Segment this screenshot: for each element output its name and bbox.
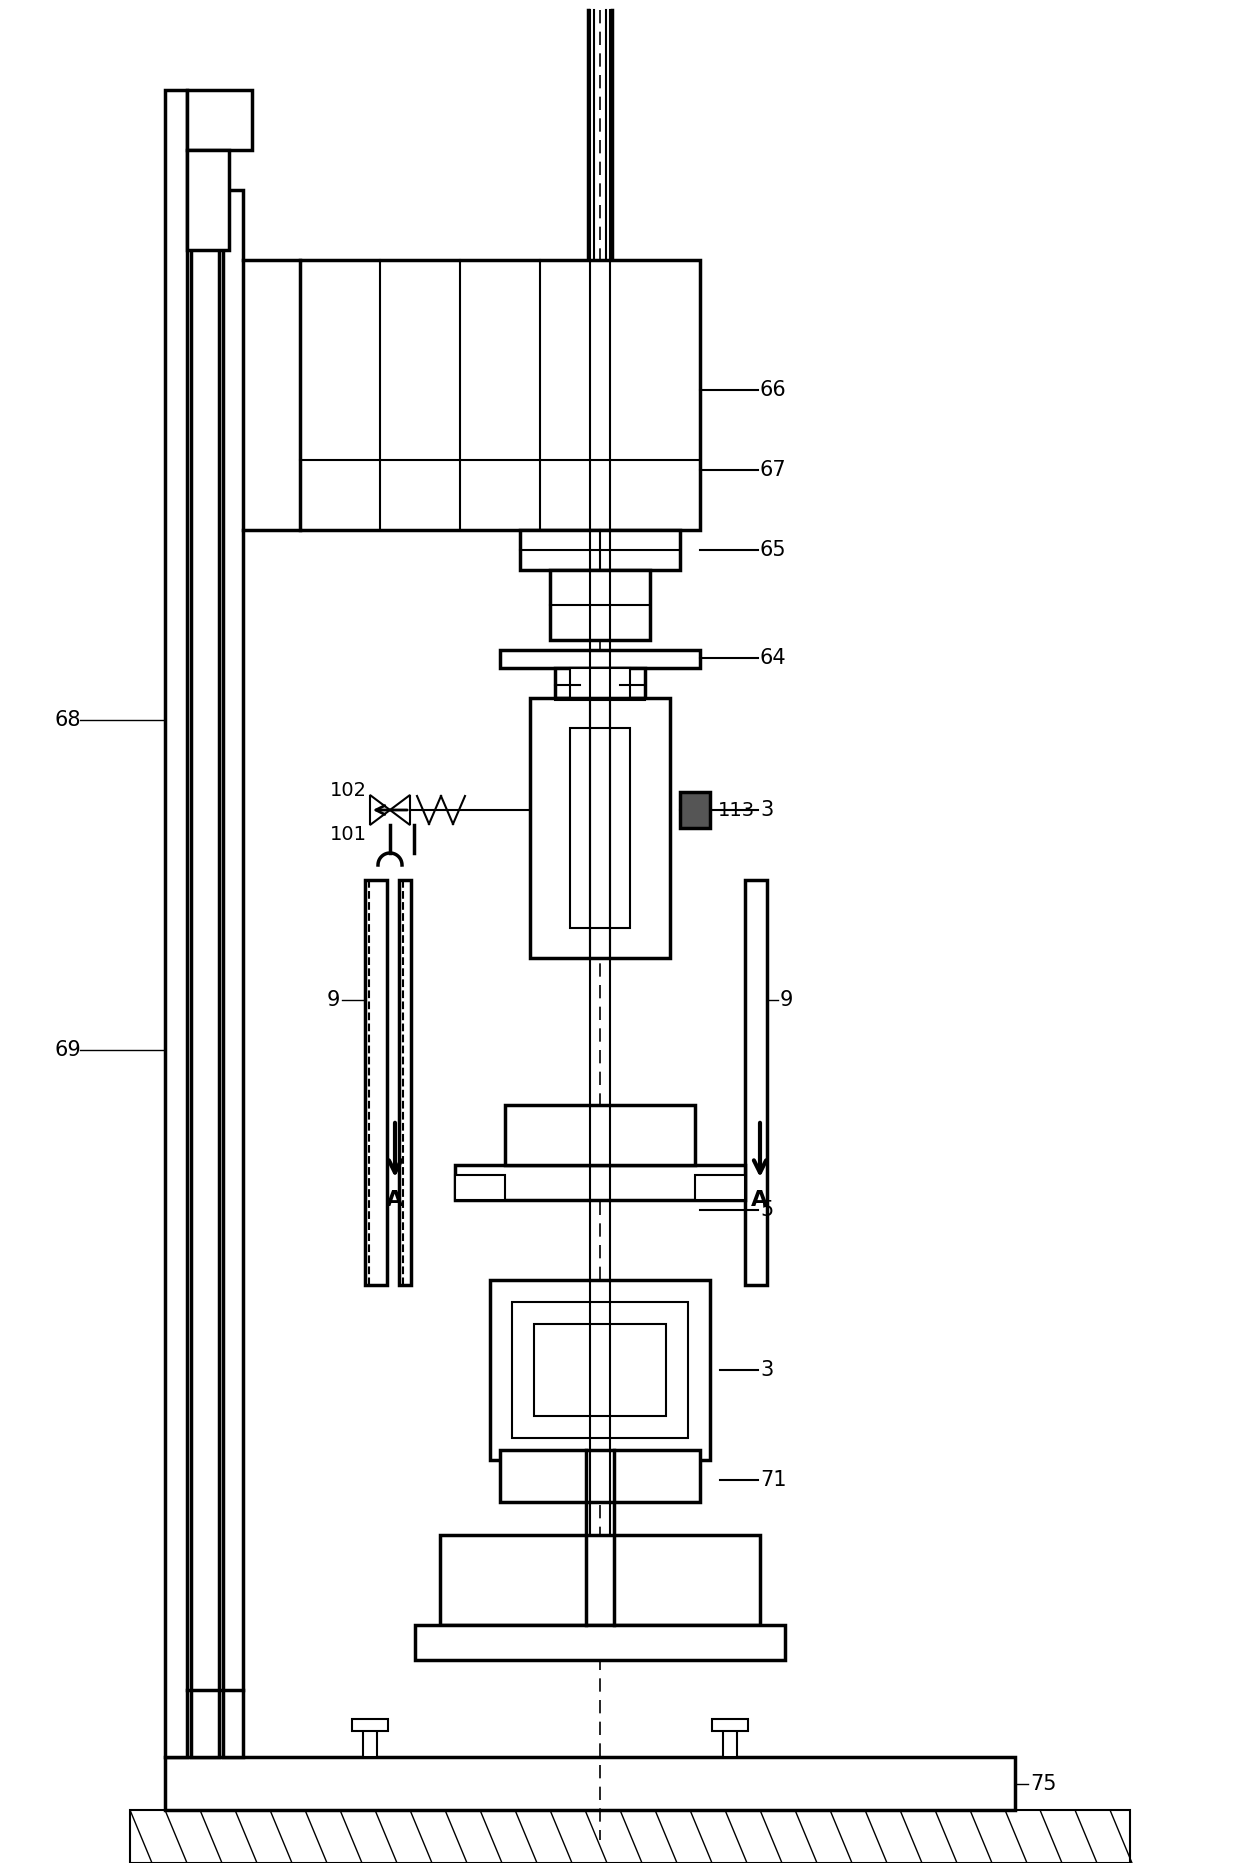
Bar: [570, 728, 629, 928]
Bar: [440, 1535, 759, 1625]
Bar: [679, 792, 709, 827]
Bar: [224, 190, 244, 1757]
Bar: [165, 1757, 1015, 1811]
Bar: [694, 1176, 744, 1200]
Text: 65: 65: [759, 540, 787, 561]
Bar: [352, 1720, 388, 1731]
Text: 69: 69: [55, 1040, 81, 1060]
Bar: [744, 879, 767, 1285]
Bar: [530, 1464, 669, 1487]
Bar: [191, 151, 219, 1757]
Bar: [300, 261, 699, 529]
Bar: [530, 699, 669, 958]
Text: A: A: [752, 1190, 768, 1209]
Bar: [500, 1449, 699, 1502]
Text: 67: 67: [759, 460, 787, 481]
Text: 102: 102: [330, 781, 367, 799]
Text: 75: 75: [1030, 1774, 1057, 1794]
Text: 113: 113: [718, 801, 756, 820]
Bar: [415, 1625, 786, 1660]
Bar: [570, 669, 629, 699]
Text: 101: 101: [330, 825, 367, 844]
Text: 9: 9: [779, 989, 793, 1010]
Bar: [455, 1176, 505, 1200]
Bar: [365, 879, 387, 1285]
Text: 9: 9: [327, 989, 340, 1010]
Bar: [490, 1280, 709, 1461]
Bar: [550, 570, 649, 641]
Bar: [500, 650, 699, 669]
Bar: [165, 89, 187, 1757]
Bar: [520, 529, 679, 570]
Text: 64: 64: [759, 648, 787, 669]
Bar: [555, 669, 644, 699]
Bar: [512, 1302, 688, 1438]
Text: 3: 3: [759, 1360, 773, 1380]
Bar: [505, 1105, 694, 1164]
Text: A: A: [386, 1190, 403, 1209]
Text: 5: 5: [759, 1200, 773, 1220]
Bar: [363, 1729, 377, 1757]
Text: 3: 3: [759, 799, 773, 820]
Bar: [712, 1720, 748, 1731]
Bar: [130, 1811, 1130, 1863]
Bar: [187, 151, 229, 250]
Bar: [723, 1729, 737, 1757]
Bar: [398, 879, 411, 1285]
Text: 68: 68: [55, 710, 81, 730]
Bar: [187, 89, 252, 151]
Bar: [535, 1325, 666, 1416]
Text: 71: 71: [759, 1470, 787, 1490]
Text: 66: 66: [759, 380, 787, 401]
Bar: [455, 1164, 744, 1200]
